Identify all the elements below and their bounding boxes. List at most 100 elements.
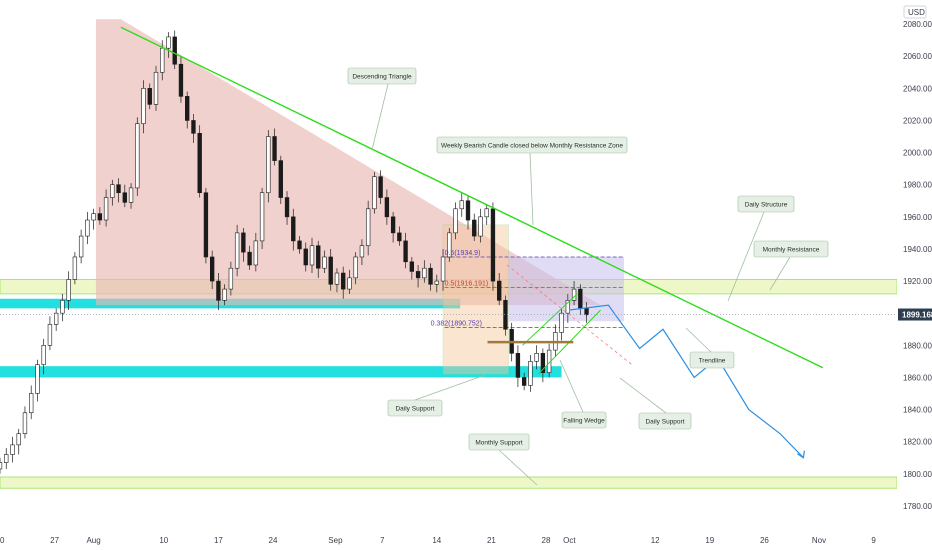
fib-label: 0.5(1934.9) (445, 250, 481, 257)
annotation-text: Monthly Resistance (763, 247, 820, 254)
annotation-text: Daily Support (645, 419, 684, 426)
candle-body (565, 300, 571, 314)
annotation-pointer (414, 374, 486, 401)
projection-arrowhead (797, 450, 805, 459)
candle-body (110, 184, 115, 198)
candle-body (91, 213, 96, 221)
candle-body (415, 271, 421, 279)
candle-body (559, 312, 564, 333)
candle-body (60, 300, 65, 314)
candle-body (247, 251, 252, 266)
candle-body (472, 219, 477, 237)
dashed-guide (506, 264, 633, 365)
candle-body (428, 267, 433, 285)
descending-trendline (120, 26, 824, 369)
x-axis-bg (0, 530, 932, 550)
candle-body (447, 232, 452, 258)
candle-body (160, 47, 165, 73)
x-tick-label: Sep (328, 536, 343, 545)
candle-body (478, 216, 483, 237)
annotation-box (436, 136, 628, 154)
candle-body (172, 36, 177, 65)
x-tick-label: 28 (542, 536, 551, 545)
candle-body (47, 324, 53, 346)
x-tick-label: 17 (214, 536, 223, 545)
annotation-text: Falling Wedge (563, 418, 605, 425)
annotation-text: Descending Triangle (352, 74, 412, 81)
candle-body (41, 345, 46, 365)
candle-body (253, 240, 259, 266)
candle-body (521, 377, 527, 386)
annotations-layer: Descending Triangle Weekly Bearish Candle… (347, 67, 829, 486)
candle-body (465, 200, 471, 221)
candle-body (222, 288, 227, 301)
y-tick-label: 2020.000 (903, 116, 932, 125)
currency-badge (903, 5, 927, 19)
currency-label: USD (908, 8, 925, 17)
candle-body (353, 256, 358, 279)
candle-body (128, 187, 134, 203)
annotation-pointer (498, 449, 538, 486)
x-tick-label: 10 (159, 536, 168, 545)
y-tick-label: 1780.000 (903, 502, 932, 511)
candle-body (297, 240, 302, 250)
annotation-pointer (727, 211, 765, 302)
y-tick-label: 1840.000 (903, 406, 932, 415)
candle-body (191, 120, 196, 134)
x-tick-label: Nov (812, 536, 826, 545)
x-tick-label: 27 (50, 536, 59, 545)
annotation-box (387, 399, 443, 417)
candle-body (153, 71, 159, 105)
y-axis[interactable]: 1780.000 1800.000 1820.000 1840.000 1860.000… (897, 0, 932, 550)
x-tick-label: 9 (871, 536, 876, 545)
x-tick-label: 14 (432, 536, 441, 545)
candle-body (422, 267, 427, 279)
candle-body (272, 136, 277, 161)
candle-body (540, 353, 546, 373)
annotation-pointer (559, 359, 584, 413)
candle-body (209, 256, 215, 282)
candle-body (178, 63, 184, 97)
candle-body (103, 197, 109, 221)
candle-body (116, 184, 121, 194)
fib-label: 0.5(1916.191) (445, 280, 489, 287)
x-tick-label: 20 (0, 536, 5, 545)
candle-body (66, 279, 71, 301)
current-price-label: 1899.168 (902, 311, 932, 320)
candle-body (135, 123, 140, 189)
annotation-box (737, 195, 795, 213)
candle-body (29, 393, 34, 414)
y-tick-label: 1920.000 (903, 277, 932, 286)
annotation-box (561, 411, 607, 429)
y-tick-label: 1980.000 (903, 181, 932, 190)
x-tick-label: Oct (563, 536, 576, 545)
candle-body (309, 245, 315, 266)
candle-body (185, 96, 190, 121)
candle-body (216, 280, 221, 301)
candle-body (241, 232, 246, 253)
y-tick-label: 2000.000 (903, 149, 932, 158)
candle-body (147, 88, 152, 105)
candle-body (328, 256, 333, 285)
candle-body (78, 235, 84, 258)
candle-body (390, 216, 396, 234)
x-tick-label: 7 (380, 536, 385, 545)
x-tick-label: 21 (487, 536, 496, 545)
x-axis[interactable]: 20 27 Aug 10 17 24 Sep 7 14 21 28 Oct 12 19 26 Nov 9 (0, 530, 932, 550)
y-tick-label: 2060.000 (903, 52, 932, 61)
annotation-pointer (529, 152, 534, 226)
x-tick-label: Aug (86, 536, 100, 545)
candle-body (22, 412, 28, 434)
candle-body (397, 232, 402, 242)
zone-2 (0, 366, 562, 378)
annotation-box (638, 412, 692, 430)
candle-body (278, 160, 283, 198)
candle-body (228, 267, 234, 290)
candle-body (359, 245, 365, 258)
candle-body (497, 280, 502, 301)
annotation-box (468, 433, 530, 451)
current-price-badge (898, 308, 932, 321)
candle-body (10, 444, 15, 455)
x-tick-label: 19 (705, 536, 714, 545)
